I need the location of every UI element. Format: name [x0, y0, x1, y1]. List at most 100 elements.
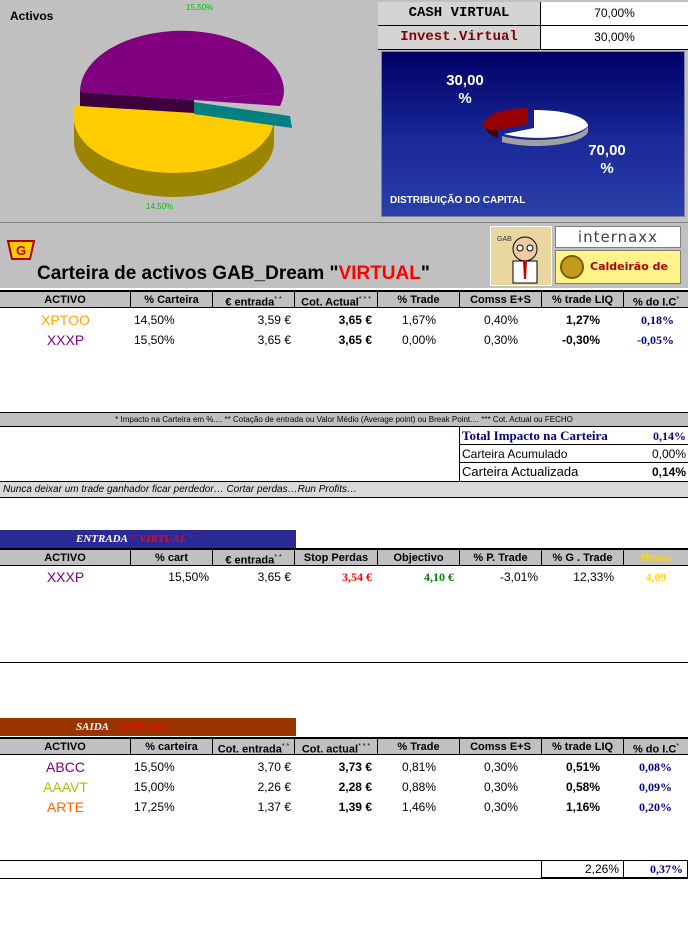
- table-row[interactable]: XXXP 15,50% 3,65 € 3,54 € 4,10 € -3,01% …: [0, 567, 688, 587]
- row-objectivo: 4,10 €: [424, 570, 454, 584]
- assets-pie-chart: [73, 30, 292, 197]
- pie-label-top: 15,50%: [186, 3, 214, 12]
- row-comss: 0,30%: [483, 780, 518, 794]
- table-row[interactable]: ABCC 15,50% 3,70 € 3,73 € 0,81% 0,30% 0,…: [0, 757, 688, 777]
- row-carteira: 15,00%: [134, 780, 175, 794]
- table-row[interactable]: ARTE 17,25% 1,37 € 1,39 € 1,46% 0,30% 1,…: [0, 797, 688, 817]
- row-entrada: 3,65 €: [257, 570, 291, 584]
- gab-logo[interactable]: GAB: [490, 226, 552, 286]
- row-entrada: 1,37 €: [257, 800, 291, 814]
- row-entrada: 3,70 €: [257, 760, 291, 774]
- col-trade: % Trade: [378, 739, 460, 755]
- divider: [0, 878, 688, 879]
- summary-value: 0,14%: [653, 429, 686, 443]
- total-trade-liq: 2,26%: [541, 860, 624, 878]
- gab-logo-icon: GAB: [491, 227, 551, 285]
- assets-chart-panel: Activos 15,50% 14,50%: [0, 0, 378, 222]
- col-cot-actual: Cot. Actual* * *: [295, 292, 378, 308]
- summary-label: Carteira Acumulado: [462, 447, 568, 461]
- row-cot: 1,39 €: [338, 800, 372, 814]
- pie-slice-teal: [194, 102, 292, 128]
- summary-label: Total Impacto na Carteira: [462, 428, 608, 443]
- row-risco: 4,09: [645, 570, 667, 584]
- col-g-trade: % G . Trade: [542, 550, 624, 566]
- row-comss: 0,30%: [483, 760, 518, 774]
- col-risco: Risco: [641, 552, 671, 564]
- row-activo: XXXP: [46, 332, 85, 348]
- portfolio-title: Carteira de activos GAB_Dream "VIRTUAL": [37, 263, 430, 285]
- divider: [0, 860, 688, 861]
- row-comss: 0,30%: [483, 800, 518, 814]
- row-ic: 0,18%: [641, 313, 674, 327]
- pie-slice-purple: [80, 30, 284, 101]
- row-cot: 3,65 €: [338, 313, 372, 327]
- capital-distribution-chart: 30,00 % 70,00 % DISTRIBUIÇÃO DO CAPITAL: [381, 51, 685, 217]
- row-cart: 15,50%: [168, 570, 209, 584]
- row-g-trade: 12,33%: [573, 570, 614, 584]
- dist-slice-invest: [486, 107, 528, 124]
- col-cot-entrada: Cot. entrada* *: [213, 739, 295, 755]
- table-row[interactable]: XXXP 15,50% 3,65 € 3,65 € 0,00% 0,30% -0…: [0, 330, 688, 350]
- saida-banner: SAIDA " VIRTUAL ": [0, 718, 296, 736]
- table-row[interactable]: AAAVT 15,00% 2,26 € 2,28 € 0,88% 0,30% 0…: [0, 777, 688, 797]
- dist-pct-invest: 30,00 %: [446, 72, 484, 107]
- saida-table-header: ACTIVO % carteira Cot. entrada* * Cot. a…: [0, 737, 688, 755]
- dist-pct-cash: 70,00 %: [588, 142, 626, 177]
- col-stop: Stop Perdas: [295, 550, 378, 566]
- row-cot: 2,28 €: [338, 780, 372, 794]
- row-liq: 1,27%: [565, 313, 600, 327]
- col-entrada: € entrada* *: [213, 550, 295, 566]
- row-ic: 0,08%: [639, 760, 672, 774]
- portfolio-header: G Carteira de activos GAB_Dream "VIRTUAL…: [0, 222, 688, 305]
- row-liq: -0,30%: [561, 333, 600, 347]
- g-logo-icon: G: [6, 240, 36, 260]
- row-cot: 3,65 €: [338, 333, 372, 347]
- col-ic: % do I.C*: [632, 743, 680, 755]
- title-quote-close: ": [420, 263, 430, 284]
- row-carteira: 17,25%: [134, 800, 175, 814]
- col-trade-liq: % trade LIQ: [542, 739, 624, 755]
- entrada-banner: ENTRADA " VIRTUAL ": [0, 530, 296, 548]
- row-trade: 0,81%: [401, 760, 436, 774]
- col-carteira: % carteira: [131, 739, 213, 755]
- cash-row-invest-virtual: Invest.Virtual 30,00%: [378, 26, 688, 50]
- col-objectivo: Objectivo: [378, 550, 460, 566]
- col-p-trade: % P. Trade: [460, 550, 542, 566]
- cash-label: CASH VIRTUAL: [378, 2, 541, 25]
- col-activo: ACTIVO: [0, 292, 131, 308]
- row-comss: 0,40%: [483, 313, 518, 327]
- col-trade-liq: % trade LIQ: [542, 292, 624, 308]
- row-activo: AAAVT: [43, 779, 88, 795]
- dist-slice-cash: [504, 109, 588, 138]
- row-entrada: 2,26 €: [257, 780, 291, 794]
- row-ic: 0,20%: [639, 800, 672, 814]
- divider: [0, 662, 688, 663]
- row-ic: -0,05%: [637, 333, 674, 347]
- title-virtual: VIRTUAL: [338, 263, 421, 284]
- invest-label: Invest.Virtual: [378, 26, 541, 49]
- dist-caption: DISTRIBUIÇÃO DO CAPITAL: [390, 195, 526, 206]
- table-row[interactable]: XPTOO 14,50% 3,59 € 3,65 € 1,67% 0,40% 1…: [0, 310, 688, 330]
- internaxx-logo[interactable]: internaxx: [555, 226, 681, 248]
- summary-label: Carteira Actualizada: [462, 464, 579, 479]
- row-entrada: 3,59 €: [257, 313, 291, 327]
- row-cot: 3,73 €: [338, 760, 372, 774]
- distribution-pie: [482, 107, 588, 147]
- col-cot-actual: Cot. actual* * *: [295, 739, 378, 755]
- summary-acumulado: Carteira Acumulado 0,00%: [460, 444, 688, 462]
- col-activo: ACTIVO: [0, 550, 131, 566]
- entrada-table-header: ACTIVO % cart € entrada* * Stop Perdas O…: [0, 548, 688, 566]
- cash-row-cash-virtual: CASH VIRTUAL 70,00%: [378, 2, 688, 26]
- footnote-bar: * Impacto na Carteira em %.... ** Cotaçã…: [0, 412, 688, 427]
- col-ic: % do I.C*: [632, 296, 680, 308]
- cash-panel: CASH VIRTUAL 70,00% Invest.Virtual 30,00…: [378, 0, 688, 222]
- row-comss: 0,30%: [483, 333, 518, 347]
- pie-slice-purple-side: [80, 92, 194, 113]
- caldeirao-logo[interactable]: Caldeirão de Bolsa: [555, 250, 681, 305]
- row-carteira: 14,50%: [134, 313, 175, 327]
- row-trade: 0,00%: [401, 333, 436, 347]
- summary-actualizada: Carteira Actualizada 0,14%: [460, 462, 688, 480]
- row-liq: 1,16%: [565, 800, 600, 814]
- summary-box: [459, 427, 688, 481]
- row-liq: 0,58%: [565, 780, 600, 794]
